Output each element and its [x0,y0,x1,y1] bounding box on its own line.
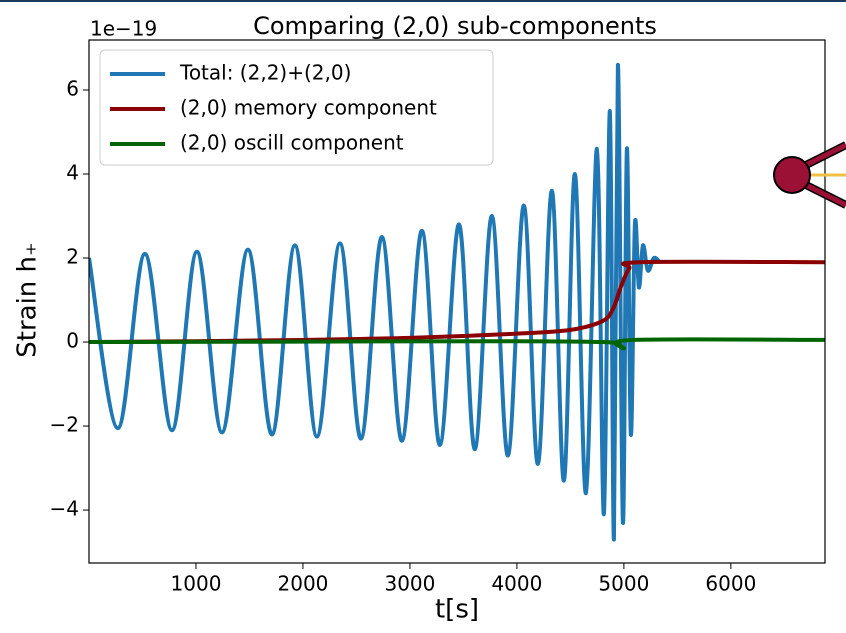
legend-box [99,49,494,166]
y-axis-label: Strain h₊ [13,242,43,358]
y-tick-label: 4 [66,161,79,185]
decoration-circle [773,156,811,194]
y-tick-label: 6 [66,76,79,100]
chart-title: Comparing (2,0) sub-components [253,12,657,40]
decoration-line [798,179,846,208]
x-tick-label: 6000 [705,572,756,596]
ticks: 1000 2000 3000 4000 5000 6000 −4 −2 0 2 4 6 [50,76,757,595]
y-tick-label: 2 [66,245,79,269]
slide-decoration [773,141,846,209]
legend: Total: (2,2)+(2,0) (2,0) memory component… [99,49,494,166]
series-line [89,62,662,542]
series-line [89,337,825,351]
legend-label: (2,0) oscill component [180,131,404,155]
legend-label: Total: (2,2)+(2,0) [179,61,351,85]
x-axis-label: t[s] [435,595,479,625]
x-tick-label: 5000 [598,572,649,596]
plot-frame [88,39,826,564]
y-tick-label: −2 [50,413,79,437]
y-tick-label: 0 [66,329,79,353]
offset-text: 1e−19 [90,17,157,41]
legend-label: (2,0) memory component [180,96,437,120]
x-tick-label: 1000 [171,572,222,596]
plot-lines [89,62,825,542]
decoration-line [798,142,846,171]
x-tick-label: 2000 [278,572,329,596]
x-tick-label: 4000 [491,572,542,596]
series-line [89,259,825,345]
y-tick-label: −4 [50,497,79,521]
x-tick-label: 3000 [384,572,435,596]
